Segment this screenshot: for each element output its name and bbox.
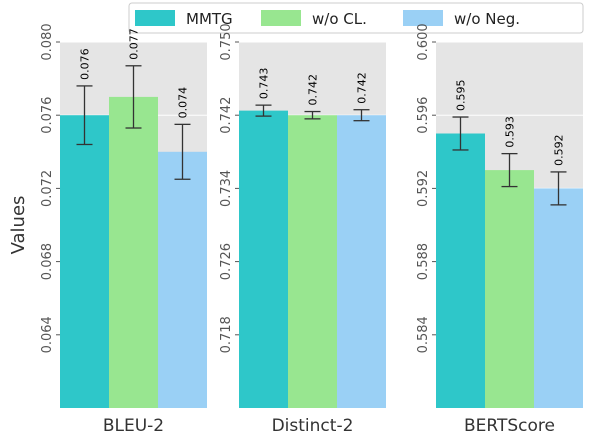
x-axis-label: BLEU-2 <box>103 416 164 436</box>
data-label: 0.077 <box>128 28 141 60</box>
legend-box <box>128 2 584 34</box>
bar <box>60 115 109 408</box>
data-label: 0.742 <box>356 72 369 104</box>
bar <box>239 110 288 408</box>
legend: MMTG w/o CL. w/o Neg. <box>128 2 584 34</box>
x-axis-label: Distinct-2 <box>272 416 354 436</box>
y-tick-label: 0.750 <box>219 23 234 60</box>
data-label: 0.595 <box>455 80 468 112</box>
legend-label: w/o Neg. <box>454 10 520 28</box>
y-tick-label: 0.588 <box>416 243 431 280</box>
y-tick-label: 0.742 <box>219 97 234 134</box>
data-label: 0.742 <box>307 74 320 106</box>
legend-label: MMTG <box>186 10 233 28</box>
legend-label: w/o CL. <box>312 10 367 28</box>
y-tick-label: 0.064 <box>40 316 55 353</box>
bar <box>485 170 534 408</box>
y-tick-label: 0.584 <box>416 316 431 353</box>
y-tick-label: 0.076 <box>40 97 55 134</box>
bar <box>109 96 158 409</box>
bar <box>158 151 207 409</box>
y-tick-label: 0.068 <box>40 243 55 280</box>
data-label: 0.074 <box>177 87 190 119</box>
panels: 0.064 0.068 0.072 0.076 0.080 0.076 0.077 0.074… <box>40 23 583 436</box>
bar <box>534 188 583 408</box>
panel: 0.584 0.588 0.592 0.596 0.600 0.595 0.593 0.592… <box>416 23 583 436</box>
y-tick-label: 0.718 <box>219 316 234 353</box>
panel: 0.064 0.068 0.072 0.076 0.080 0.076 0.077 0.074… <box>40 23 207 436</box>
y-tick-label: 0.734 <box>219 170 234 207</box>
y-tick-label: 0.726 <box>219 243 234 280</box>
y-axis-label: Values <box>8 196 29 255</box>
y-tick-label: 0.592 <box>416 170 431 207</box>
bar <box>288 115 337 408</box>
y-tick-label: 0.596 <box>416 97 431 134</box>
x-axis-label: BERTScore <box>464 416 555 436</box>
legend-swatch <box>135 10 175 26</box>
legend-swatch <box>261 10 301 26</box>
data-label: 0.593 <box>504 116 517 148</box>
panel: 0.718 0.726 0.734 0.742 0.750 0.743 0.742 0.742… <box>219 23 386 436</box>
data-label: 0.743 <box>258 68 271 100</box>
data-label: 0.592 <box>553 134 566 166</box>
y-tick-label: 0.072 <box>40 170 55 207</box>
bar <box>436 133 485 408</box>
y-tick-label: 0.080 <box>40 23 55 60</box>
y-tick-label: 0.600 <box>416 23 431 60</box>
data-label: 0.076 <box>79 48 92 80</box>
bar <box>337 115 386 408</box>
legend-swatch <box>403 10 443 26</box>
